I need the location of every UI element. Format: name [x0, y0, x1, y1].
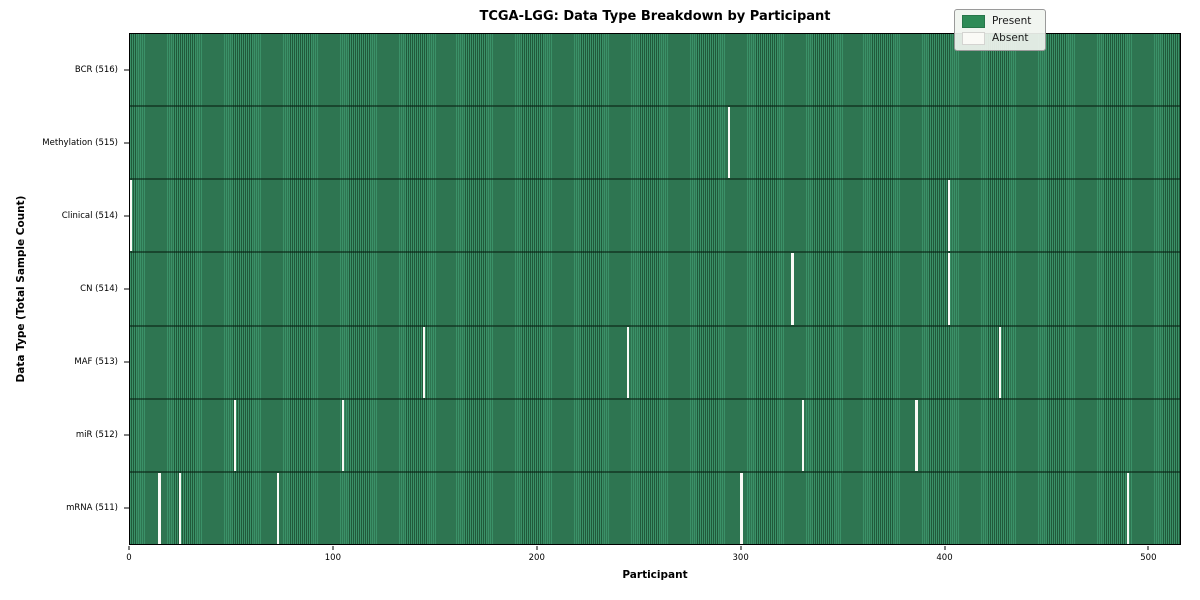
x-tick-label: 400 — [936, 553, 953, 563]
absent-gap — [158, 472, 161, 544]
absent-gap — [233, 399, 236, 471]
y-tick-mark — [124, 142, 129, 144]
x-axis: 0 100 200 300 400 500 — [126, 545, 1181, 567]
x-tick-label: 0 — [126, 553, 132, 563]
absent-gap — [998, 326, 1002, 398]
absent-gap — [1127, 472, 1130, 544]
legend: Present Absent — [954, 9, 1046, 51]
y-tick-label: mRNA (511) — [66, 503, 118, 514]
x-tick-label: 500 — [1140, 553, 1157, 563]
chart-title: TCGA-LGG: Data Type Breakdown by Partici… — [479, 9, 831, 24]
absent-gap — [948, 253, 951, 325]
y-axis-labels: BCR (516) Methylation (515) Clinical (514)… — [0, 33, 121, 545]
legend-absent-label: Absent — [992, 32, 1029, 44]
legend-item-present: Present — [962, 15, 1038, 28]
y-axis-ticks — [124, 33, 129, 545]
absent-gap — [626, 326, 629, 398]
heatmap-row — [130, 472, 1180, 544]
y-tick-mark — [124, 288, 129, 290]
y-tick-mark — [124, 507, 129, 509]
x-tick-mark — [1147, 546, 1149, 550]
absent-gap — [728, 107, 731, 179]
legend-present-label: Present — [992, 15, 1032, 27]
y-tick-mark — [124, 215, 129, 217]
absent-gap — [948, 180, 951, 252]
heatmap-row — [130, 326, 1180, 400]
x-tick-label: 300 — [732, 553, 749, 563]
absent-gap — [915, 399, 918, 471]
plot-area — [129, 33, 1181, 545]
heatmap-row — [130, 399, 1180, 473]
plot-rows — [130, 34, 1180, 544]
absent-gap — [130, 180, 133, 252]
heatmap-row — [130, 253, 1180, 327]
y-tick-mark — [124, 69, 129, 71]
legend-absent-swatch — [962, 32, 985, 45]
absent-gap — [276, 472, 279, 544]
y-tick-label: MAF (513) — [74, 357, 118, 368]
x-tick-mark — [128, 546, 130, 550]
absent-gap — [740, 472, 743, 544]
x-tick-mark — [536, 546, 538, 550]
y-tick-label: miR (512) — [75, 430, 118, 441]
heatmap-row — [130, 107, 1180, 181]
y-tick-mark — [124, 434, 129, 436]
y-tick-label: CN (514) — [80, 284, 118, 294]
x-tick-mark — [332, 546, 334, 550]
x-tick-mark — [740, 546, 742, 550]
y-tick-label: Methylation (515) — [42, 137, 118, 148]
legend-present-swatch — [962, 15, 985, 28]
y-tick-label: Clinical (514) — [61, 210, 118, 221]
y-tick-label: BCR (516) — [74, 64, 118, 75]
absent-gap — [791, 253, 794, 325]
heatmap-row — [130, 180, 1180, 254]
absent-gap — [801, 399, 804, 471]
x-tick-mark — [944, 546, 945, 550]
x-axis-label: Participant — [622, 569, 688, 581]
legend-item-absent: Absent — [962, 32, 1038, 45]
x-tick-label: 200 — [528, 553, 545, 563]
absent-gap — [423, 326, 426, 398]
absent-gap — [178, 472, 182, 544]
x-tick-label: 100 — [324, 553, 341, 563]
absent-gap — [341, 399, 344, 471]
y-tick-mark — [124, 361, 129, 363]
